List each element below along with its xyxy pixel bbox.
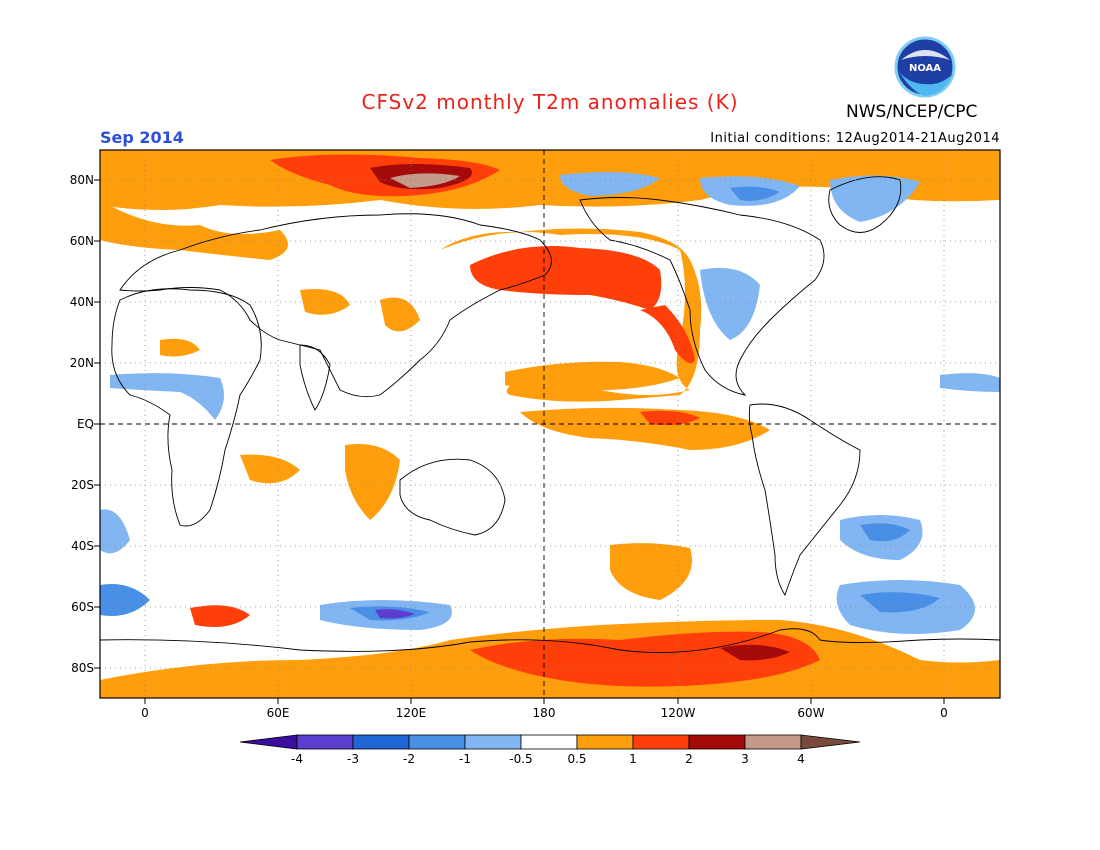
lat-label: 80S [71, 661, 94, 675]
colorbar-label: 4 [797, 752, 805, 766]
lon-label: 120E [395, 706, 427, 720]
lat-label: 80N [69, 173, 94, 187]
lon-label: 60E [266, 706, 290, 720]
colorbar-label: -1 [459, 752, 471, 766]
lat-label: 20N [69, 356, 94, 370]
valid-month-label: Sep 2014 [100, 128, 184, 147]
lat-label: 40S [71, 539, 94, 553]
lat-label: 40N [69, 295, 94, 309]
lat-label: EQ [76, 417, 94, 431]
lon-label: 120W [660, 706, 696, 720]
lat-label: 60S [71, 600, 94, 614]
initial-conditions-label: Initial conditions: 12Aug2014-21Aug2014 [710, 131, 1000, 146]
colorbar-label: 1 [629, 752, 637, 766]
colorbar-label: 2 [685, 752, 693, 766]
lat-label: 60N [69, 234, 94, 248]
lon-label: 0 [141, 706, 149, 720]
organization-label: NWS/NCEP/CPC [846, 102, 978, 122]
axis-ticks [94, 179, 945, 704]
coastlines [100, 176, 1000, 653]
colorbar-label: -2 [403, 752, 415, 766]
colorbar-label: -3 [347, 752, 359, 766]
reference-lines [100, 150, 1000, 698]
colorbar-label: 0.5 [567, 752, 587, 766]
lon-label: 180 [532, 706, 556, 720]
graticule [100, 150, 1000, 698]
colorbar-label: 3 [741, 752, 749, 766]
lon-label: 0 [940, 706, 948, 720]
colorbar-label: -4 [291, 752, 303, 766]
lat-label: 20S [71, 478, 94, 492]
colorbar-label: -0.5 [509, 752, 533, 766]
anomaly-shading [100, 150, 1000, 698]
chart-title: CFSv2 monthly T2m anomalies (K) [361, 90, 739, 114]
lon-label: 60W [797, 706, 825, 720]
